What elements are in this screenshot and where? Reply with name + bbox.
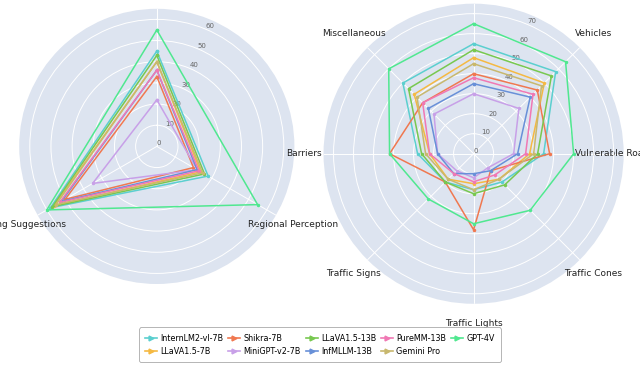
Legend: InternLM2-vl-7B, LLaVA1.5-7B, Shikra-7B, MiniGPT-v2-7B, LLaVA1.5-13B, InfMLLM-13: InternLM2-vl-7B, LLaVA1.5-7B, Shikra-7B,…: [141, 330, 499, 360]
